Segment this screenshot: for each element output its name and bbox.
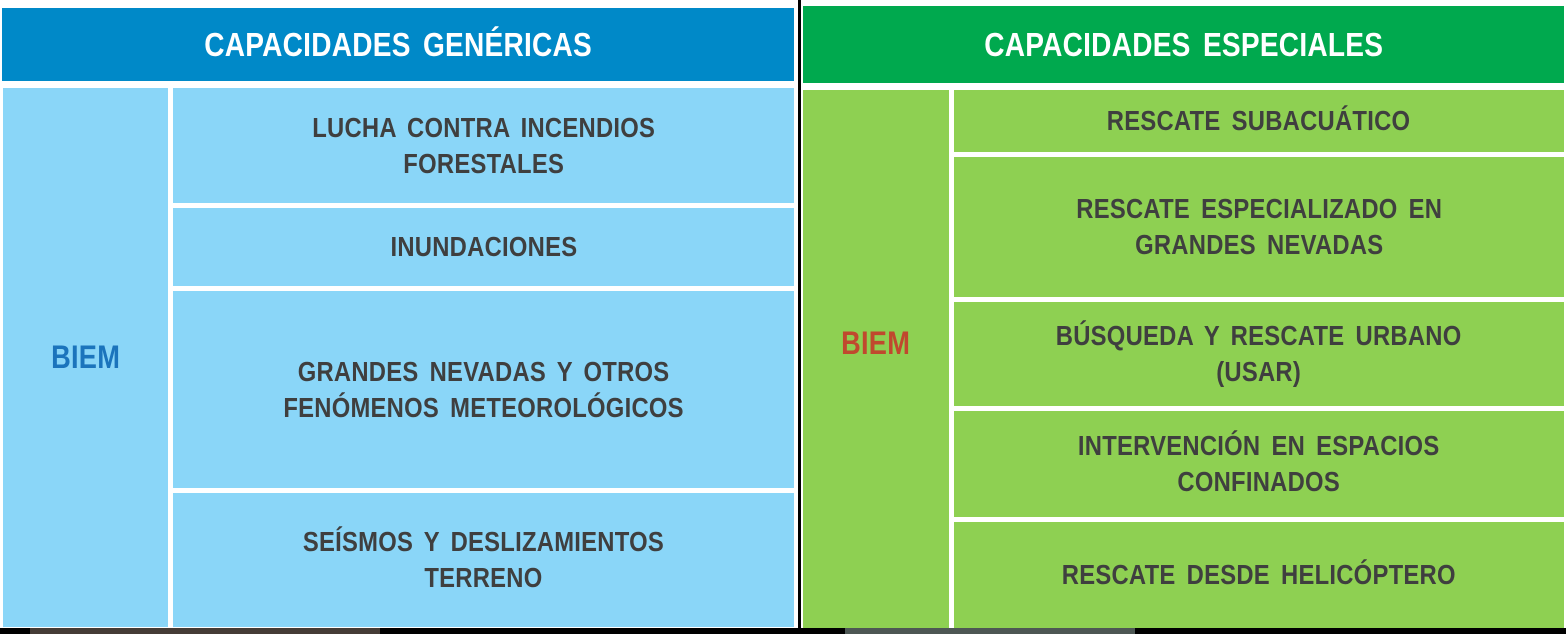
generic-capability-cell: INUNDACIONES: [173, 208, 794, 286]
special-capability-label: RESCATE SUBACUÁTICO: [1107, 105, 1411, 136]
special-capability-label: RESCATE DESDE HELICÓPTERO: [1062, 559, 1456, 590]
generic-capability-label: INUNDACIONES: [390, 231, 577, 262]
special-capability-label: INTERVENCIÓN EN ESPACIOS CONFINADOS: [1078, 430, 1440, 497]
generic-capabilities-title: CAPACIDADES GENÉRICAS: [204, 25, 592, 63]
special-capabilities-rows: RESCATE SUBACUÁTICO RESCATE ESPECIALIZAD…: [954, 90, 1564, 628]
generic-capability-cell: LUCHA CONTRA INCENDIOS FORESTALES: [173, 88, 794, 203]
generic-capability-label: GRANDES NEVADAS Y OTROS FENÓMENOS METEOR…: [283, 355, 684, 423]
special-biem-label: BIEM: [841, 324, 911, 361]
special-capabilities-header: CAPACIDADES ESPECIALES: [803, 6, 1564, 83]
bottom-edge-segment: [845, 628, 1135, 634]
generic-biem-cell: BIEM: [3, 88, 168, 627]
special-biem-cell: BIEM: [803, 90, 949, 628]
generic-biem-label: BIEM: [50, 339, 121, 375]
generic-capability-cell: GRANDES NEVADAS Y OTROS FENÓMENOS METEOR…: [173, 291, 794, 488]
special-capability-cell: RESCATE SUBACUÁTICO: [954, 90, 1564, 152]
generic-capability-label: LUCHA CONTRA INCENDIOS FORESTALES: [312, 111, 655, 179]
special-capability-cell: RESCATE DESDE HELICÓPTERO: [954, 522, 1564, 628]
special-capability-cell: RESCATE ESPECIALIZADO EN GRANDES NEVADAS: [954, 157, 1564, 297]
vertical-divider: [798, 0, 801, 634]
special-capability-label: RESCATE ESPECIALIZADO EN GRANDES NEVADAS: [1076, 193, 1442, 260]
special-capability-cell: BÚSQUEDA Y RESCATE URBANO (USAR): [954, 302, 1564, 406]
bottom-edge-segment: [30, 628, 380, 634]
special-capability-label: BÚSQUEDA Y RESCATE URBANO (USAR): [1056, 320, 1462, 387]
special-capabilities-title: CAPACIDADES ESPECIALES: [984, 25, 1383, 63]
generic-capability-label: SEÍSMOS Y DESLIZAMIENTOS TERRENO: [302, 526, 665, 593]
special-capability-cell: INTERVENCIÓN EN ESPACIOS CONFINADOS: [954, 411, 1564, 517]
generic-capabilities-rows: LUCHA CONTRA INCENDIOS FORESTALES INUNDA…: [173, 88, 794, 627]
generic-capabilities-header: CAPACIDADES GENÉRICAS: [2, 8, 794, 81]
generic-capability-cell: SEÍSMOS Y DESLIZAMIENTOS TERRENO: [173, 493, 794, 627]
bottom-edge-strip: [0, 628, 1566, 634]
